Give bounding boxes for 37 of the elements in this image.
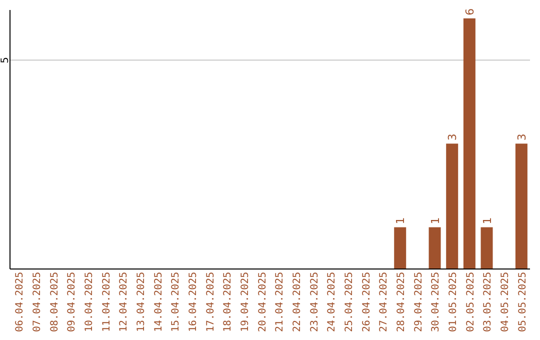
x-tick-label: 05.05.2025 <box>517 272 528 332</box>
x-tick-label: 23.04.2025 <box>309 272 320 332</box>
x-tick-label: 11.04.2025 <box>101 272 112 332</box>
x-tick-label: 13.04.2025 <box>136 272 147 332</box>
x-tick-label: 15.04.2025 <box>170 272 182 332</box>
x-tick-label: 24.04.2025 <box>326 272 338 332</box>
x-tick-label: 12.04.2025 <box>118 272 130 332</box>
x-tick-label: 04.05.2025 <box>500 272 511 332</box>
x-tick-label: 16.04.2025 <box>188 272 199 332</box>
x-tick-label: 19.04.2025 <box>240 272 251 332</box>
x-tick-label: 29.04.2025 <box>413 272 424 332</box>
x-tick-label: 07.04.2025 <box>32 272 43 332</box>
x-tick-label: 20.04.2025 <box>257 272 268 332</box>
y-tick-label: 5 <box>0 56 11 64</box>
x-tick-label: 17.04.2025 <box>205 272 216 332</box>
x-tick-label: 22.04.2025 <box>292 272 303 332</box>
x-tick-label: 30.04.2025 <box>430 272 442 332</box>
x-tick-label: 27.04.2025 <box>378 272 390 332</box>
x-tick-label: 02.05.2025 <box>465 272 476 332</box>
data-label: 1 <box>480 217 494 224</box>
x-tick-label: 14.04.2025 <box>153 272 164 332</box>
x-tick-label: 06.04.2025 <box>14 272 26 332</box>
x-tick-label: 03.05.2025 <box>482 272 494 332</box>
data-label: 3 <box>446 134 460 141</box>
data-label: 3 <box>515 134 528 141</box>
data-label: 6 <box>463 8 476 16</box>
data-label: 1 <box>428 217 442 224</box>
data-label: 1 <box>394 217 408 224</box>
x-tick-label: 01.05.2025 <box>448 272 459 332</box>
x-tick-label: 28.04.2025 <box>396 272 407 332</box>
x-tick-label: 25.04.2025 <box>344 272 355 332</box>
x-tick-label: 18.04.2025 <box>222 272 234 332</box>
x-tick-label: 26.04.2025 <box>361 272 372 332</box>
x-tick-label: 09.04.2025 <box>66 272 78 332</box>
x-tick-label: 10.04.2025 <box>84 272 95 332</box>
x-tick-label: 21.04.2025 <box>274 272 286 332</box>
x-tick-label: 08.04.2025 <box>49 272 60 332</box>
